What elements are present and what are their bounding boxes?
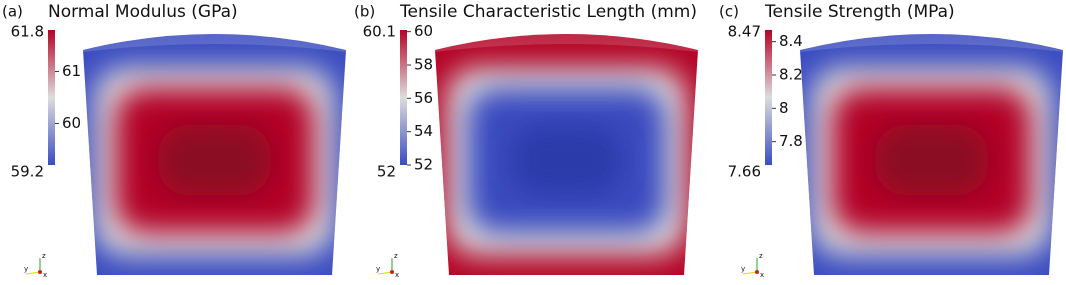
panel-title: Tensile Characteristic Length (mm) (399, 2, 697, 22)
tick-label: 61 (62, 62, 81, 80)
panel: (b) Tensile Characteristic Length (mm)60.… (354, 2, 698, 279)
tick-label: 60 (414, 22, 433, 40)
axis-label: z (759, 252, 763, 260)
axis-label: x (760, 271, 764, 279)
range-min: 7.66 (728, 163, 761, 181)
field (83, 34, 346, 275)
tick-label: 60 (62, 114, 81, 132)
colorbar (48, 30, 55, 165)
triad-x (390, 270, 394, 274)
axis-label: y (24, 265, 28, 273)
tick-label: 54 (414, 122, 433, 140)
field-center (158, 125, 271, 195)
field-top (83, 34, 346, 52)
field-top (800, 34, 1063, 52)
range-min: 59.2 (11, 163, 44, 181)
tick-label: 56 (414, 89, 433, 107)
tick-label: 58 (414, 56, 433, 74)
triad-x (38, 270, 42, 274)
tick-label: 8 (779, 99, 789, 117)
field (435, 34, 698, 275)
triad-y (377, 271, 393, 275)
tick-label: 8.4 (779, 32, 803, 50)
axis-label: z (394, 252, 398, 260)
field-center (510, 125, 623, 195)
field (800, 34, 1063, 275)
panel-title: Tensile Strength (MPa) (764, 2, 955, 22)
range-max: 60.1 (363, 23, 396, 41)
axis-label: x (395, 271, 399, 279)
panel: (a) Normal Modulus (GPa)61.8 59.2 60 61 z y x (2, 2, 346, 279)
axis-label: y (741, 265, 745, 273)
triad-y (742, 271, 758, 275)
range-max: 8.47 (728, 23, 761, 41)
tick-label: 8.2 (779, 66, 803, 84)
tick-label: 52 (414, 156, 433, 174)
colorbar (765, 30, 772, 165)
panel-label: (c) (719, 3, 739, 21)
panel: (c) Tensile Strength (MPa)8.47 7.66 7.8 8 8.2… (719, 2, 1063, 279)
triad-y (25, 271, 41, 275)
panel-title: Normal Modulus (GPa) (48, 2, 238, 22)
triad-x (755, 270, 759, 274)
field-top (435, 34, 698, 52)
axis-label: y (376, 265, 380, 273)
range-max: 61.8 (11, 23, 44, 41)
axis-label: x (43, 271, 47, 279)
panel-label: (a) (2, 3, 23, 21)
panel-label: (b) (354, 3, 375, 21)
tick-label: 7.8 (779, 132, 803, 150)
field-center (875, 125, 988, 195)
range-min: 52 (377, 163, 396, 181)
colorbar (400, 30, 407, 165)
axis-label: z (42, 252, 46, 260)
